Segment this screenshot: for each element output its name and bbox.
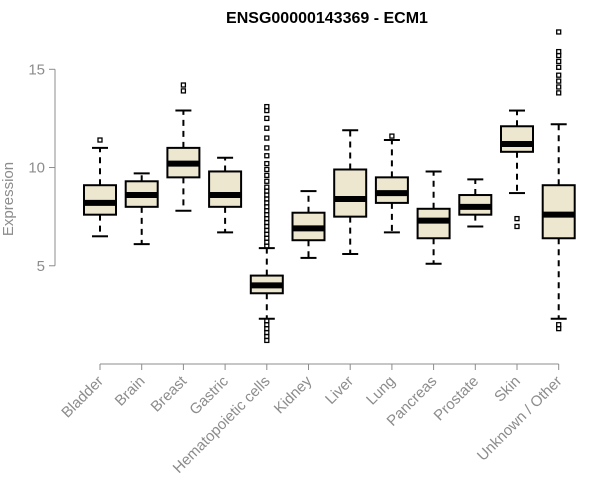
- outlier-point: [556, 90, 562, 96]
- box-group: [333, 129, 368, 255]
- outlier-point: [264, 103, 270, 110]
- x-tick-label: Liver: [322, 373, 357, 408]
- outlier-point: [514, 215, 520, 222]
- outlier-point: [180, 82, 187, 88]
- box-iqr: [208, 170, 243, 208]
- y-axis-label: Expression: [0, 162, 17, 236]
- outlier-point: [556, 84, 562, 90]
- outlier-point: [264, 184, 270, 190]
- box-group: [166, 82, 201, 212]
- outlier-point: [264, 172, 270, 179]
- outlier-point: [556, 322, 562, 328]
- outlier-point: [264, 145, 270, 151]
- y-tick-label: 5: [37, 258, 45, 275]
- boxes-layer: [83, 29, 576, 344]
- x-tick-label: Bladder: [58, 373, 107, 422]
- outlier-point: [556, 78, 562, 84]
- outlier-point: [389, 133, 395, 139]
- outlier-point: [556, 29, 562, 35]
- y-tick-label: 10: [28, 160, 45, 177]
- outlier-point: [264, 135, 270, 141]
- outlier-point: [264, 153, 270, 159]
- x-tick-label: Breast: [148, 372, 191, 415]
- outlier-point: [264, 166, 270, 173]
- x-tick-label: Brain: [112, 373, 149, 410]
- box-group: [208, 156, 243, 234]
- chart-title: ENSG00000143369 - ECM1: [226, 10, 428, 27]
- outlier-point: [556, 48, 562, 55]
- box-iqr: [333, 168, 368, 218]
- box-group: [124, 172, 159, 246]
- outlier-point: [264, 178, 270, 184]
- outlier-point: [264, 115, 270, 122]
- box-group: [416, 170, 451, 265]
- outlier-point: [264, 318, 270, 324]
- y-axis: 5 10 15: [28, 61, 56, 275]
- outlier-point: [514, 223, 520, 230]
- x-tick-label: Prostate: [431, 373, 483, 425]
- box-group: [291, 190, 326, 259]
- box-group: [374, 133, 409, 234]
- outlier-point: [180, 88, 187, 94]
- outlier-point: [556, 64, 562, 70]
- outlier-point: [556, 58, 562, 65]
- outlier-point: [97, 137, 103, 143]
- box-group: [83, 137, 117, 238]
- box-iqr: [500, 125, 534, 153]
- box-group: [249, 103, 284, 344]
- box-group: [500, 109, 534, 230]
- box-group: [541, 29, 576, 332]
- x-tick-label: Lung: [363, 373, 399, 409]
- x-tick-label: Kidney: [271, 372, 316, 417]
- y-tick-label: 15: [28, 61, 45, 78]
- outlier-point: [556, 72, 562, 78]
- outlier-point: [264, 160, 270, 167]
- box-group: [458, 178, 493, 228]
- x-tick-label: Skin: [491, 373, 524, 406]
- outlier-point: [264, 125, 270, 131]
